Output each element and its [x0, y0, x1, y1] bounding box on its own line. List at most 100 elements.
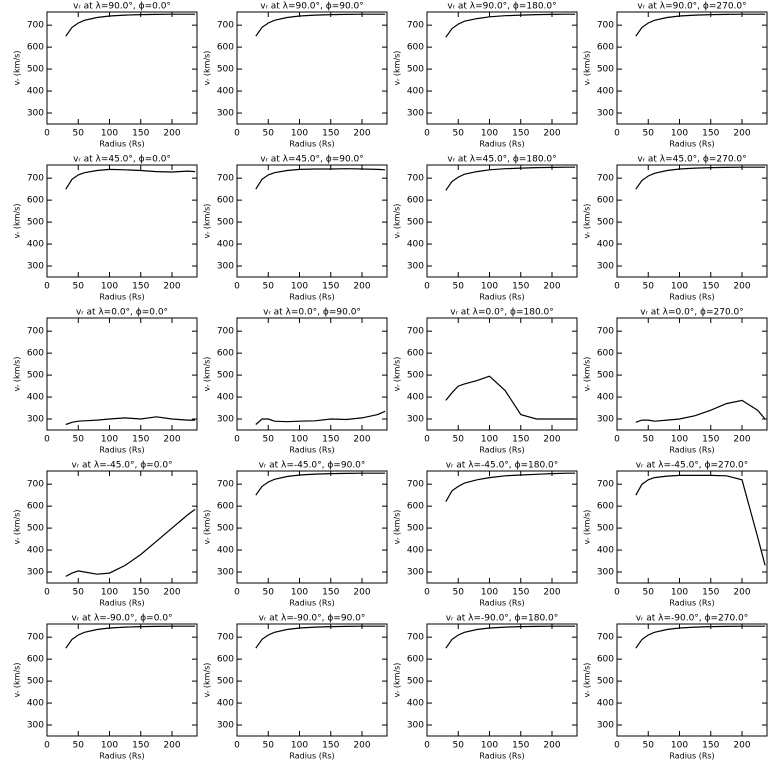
y-tick-label: 400 [597, 699, 614, 709]
data-line [445, 166, 576, 191]
x-tick-label: 50 [453, 741, 465, 751]
y-tick-label: 700 [217, 327, 234, 337]
x-tick-label: 0 [234, 282, 240, 292]
data-line [635, 474, 766, 566]
subplot-title: vᵣ at λ=45.0°, ϕ=180.0° [447, 155, 556, 165]
y-tick-label: 700 [407, 21, 424, 31]
y-tick-label: 400 [27, 546, 44, 556]
y-tick-label: 700 [27, 174, 44, 184]
subplot: vᵣ at λ=-90.0°, ϕ=270.0° Radius (Rs) vᵣ (k… [583, 614, 768, 761]
data-line [445, 375, 576, 420]
y-tick-label: 700 [407, 633, 424, 643]
x-tick-label: 50 [263, 129, 275, 139]
plot-frame [46, 317, 198, 431]
data-line [255, 410, 386, 425]
data-line [255, 472, 386, 496]
y-tick-label: 300 [27, 109, 44, 119]
y-tick-label: 400 [217, 546, 234, 556]
data-line [65, 625, 196, 649]
subplot-title: vᵣ at λ=0.0°, ϕ=90.0° [263, 308, 361, 318]
x-tick-label: 50 [453, 129, 465, 139]
x-tick-label: 0 [614, 435, 620, 445]
subplot-title: vᵣ at λ=-90.0°, ϕ=270.0° [636, 614, 749, 624]
x-axis-label: Radius (Rs) [289, 752, 334, 761]
y-tick-label: 400 [27, 699, 44, 709]
y-tick-label: 300 [27, 568, 44, 578]
y-axis-label: vᵣ (km/s) [393, 510, 402, 545]
y-tick-label: 500 [27, 218, 44, 228]
subplot-title: vᵣ at λ=45.0°, ϕ=270.0° [637, 155, 746, 165]
y-tick-label: 300 [407, 721, 424, 731]
y-tick-label: 300 [597, 262, 614, 272]
x-tick-label: 50 [73, 435, 85, 445]
y-tick-label: 300 [597, 721, 614, 731]
plot-frame [236, 317, 388, 431]
x-tick-label: 50 [643, 741, 655, 751]
y-tick-label: 400 [597, 546, 614, 556]
x-tick-label: 0 [424, 588, 430, 598]
x-tick-label: 50 [643, 129, 655, 139]
x-tick-label: 200 [353, 588, 370, 598]
x-tick-label: 200 [163, 129, 180, 139]
x-axis-label: Radius (Rs) [289, 140, 334, 149]
x-tick-label: 100 [671, 129, 688, 139]
y-tick-label: 500 [217, 524, 234, 534]
y-tick-label: 700 [597, 174, 614, 184]
data-line [65, 13, 196, 37]
x-tick-label: 0 [44, 435, 50, 445]
x-tick-label: 0 [234, 435, 240, 445]
plot-frame [616, 317, 768, 431]
y-tick-label: 400 [217, 699, 234, 709]
y-axis-label: vᵣ (km/s) [203, 357, 212, 392]
y-tick-label: 500 [597, 677, 614, 687]
plot-frame [46, 470, 198, 584]
y-tick-label: 500 [27, 677, 44, 687]
y-tick-label: 700 [597, 327, 614, 337]
x-tick-label: 50 [263, 435, 275, 445]
x-axis-label: Radius (Rs) [669, 446, 714, 455]
x-axis-label: Radius (Rs) [99, 752, 144, 761]
x-tick-label: 150 [132, 741, 149, 751]
y-tick-label: 300 [217, 721, 234, 731]
plot-frame [616, 623, 768, 737]
y-tick-label: 500 [597, 524, 614, 534]
x-tick-label: 150 [322, 588, 339, 598]
y-tick-label: 400 [217, 393, 234, 403]
x-axis-label: Radius (Rs) [99, 599, 144, 608]
subplot-title: vᵣ at λ=90.0°, ϕ=270.0° [637, 2, 746, 12]
subplot-title: vᵣ at λ=45.0°, ϕ=90.0° [260, 155, 364, 165]
y-tick-label: 600 [27, 196, 44, 206]
x-tick-label: 50 [453, 282, 465, 292]
x-tick-label: 150 [322, 282, 339, 292]
y-tick-label: 500 [597, 65, 614, 75]
subplot: vᵣ at λ=-45.0°, ϕ=270.0° Radius (Rs) vᵣ (k… [583, 461, 768, 608]
x-tick-label: 200 [353, 129, 370, 139]
x-tick-label: 100 [671, 588, 688, 598]
x-tick-label: 200 [353, 435, 370, 445]
plot-frame [236, 470, 388, 584]
y-tick-label: 300 [217, 568, 234, 578]
x-tick-label: 100 [671, 282, 688, 292]
y-tick-label: 300 [597, 568, 614, 578]
subplot-title: vᵣ at λ=-45.0°, ϕ=0.0° [71, 461, 172, 471]
y-tick-label: 700 [217, 174, 234, 184]
x-tick-label: 150 [512, 129, 529, 139]
y-axis-label: vᵣ (km/s) [583, 357, 592, 392]
y-tick-label: 700 [407, 174, 424, 184]
y-tick-label: 600 [217, 502, 234, 512]
x-tick-label: 200 [733, 129, 750, 139]
y-tick-label: 600 [597, 43, 614, 53]
x-tick-label: 100 [291, 129, 308, 139]
x-tick-label: 200 [733, 282, 750, 292]
x-axis-label: Radius (Rs) [669, 599, 714, 608]
x-tick-label: 50 [643, 435, 655, 445]
subplot: vᵣ at λ=90.0°, ϕ=270.0° Radius (Rs) vᵣ (km… [583, 2, 768, 149]
y-tick-label: 500 [407, 371, 424, 381]
x-tick-label: 200 [163, 741, 180, 751]
x-tick-label: 50 [73, 282, 85, 292]
plot-frame [236, 164, 388, 278]
y-tick-label: 700 [597, 21, 614, 31]
subplot: vᵣ at λ=90.0°, ϕ=180.0° Radius (Rs) vᵣ (km… [393, 2, 578, 149]
subplot: vᵣ at λ=-90.0°, ϕ=0.0° Radius (Rs) vᵣ (km/… [13, 614, 198, 761]
y-tick-label: 600 [597, 196, 614, 206]
